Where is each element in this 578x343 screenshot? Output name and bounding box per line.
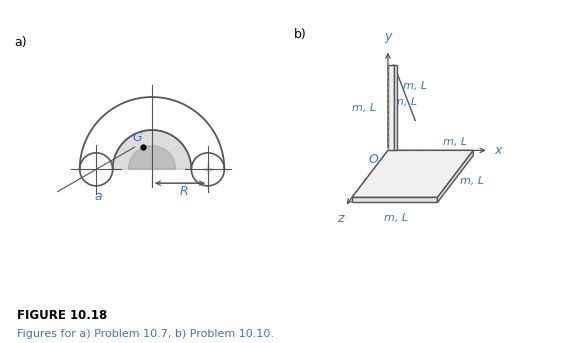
- Text: b): b): [294, 28, 307, 41]
- Text: G: G: [132, 131, 142, 144]
- Polygon shape: [352, 197, 438, 202]
- Polygon shape: [394, 65, 397, 150]
- Text: Figures for a) Problem 10.7, b) Problem 10.10.: Figures for a) Problem 10.7, b) Problem …: [17, 329, 275, 339]
- Text: y: y: [384, 30, 391, 43]
- Text: m, L: m, L: [393, 97, 417, 107]
- Text: z: z: [338, 212, 344, 225]
- Text: x: x: [495, 144, 502, 157]
- Text: m, L: m, L: [443, 137, 467, 147]
- Text: m, L: m, L: [460, 176, 484, 186]
- Polygon shape: [113, 130, 191, 169]
- Text: O: O: [369, 153, 379, 166]
- Text: FIGURE 10.18: FIGURE 10.18: [17, 309, 108, 322]
- Polygon shape: [388, 65, 394, 150]
- Polygon shape: [438, 150, 473, 202]
- Text: a: a: [94, 190, 102, 203]
- Polygon shape: [128, 146, 176, 169]
- Text: m, L: m, L: [384, 213, 408, 223]
- Text: R: R: [180, 185, 188, 198]
- Text: m, L: m, L: [351, 103, 376, 113]
- Polygon shape: [352, 150, 473, 197]
- Text: a): a): [14, 36, 27, 49]
- Text: m, L: m, L: [403, 81, 427, 91]
